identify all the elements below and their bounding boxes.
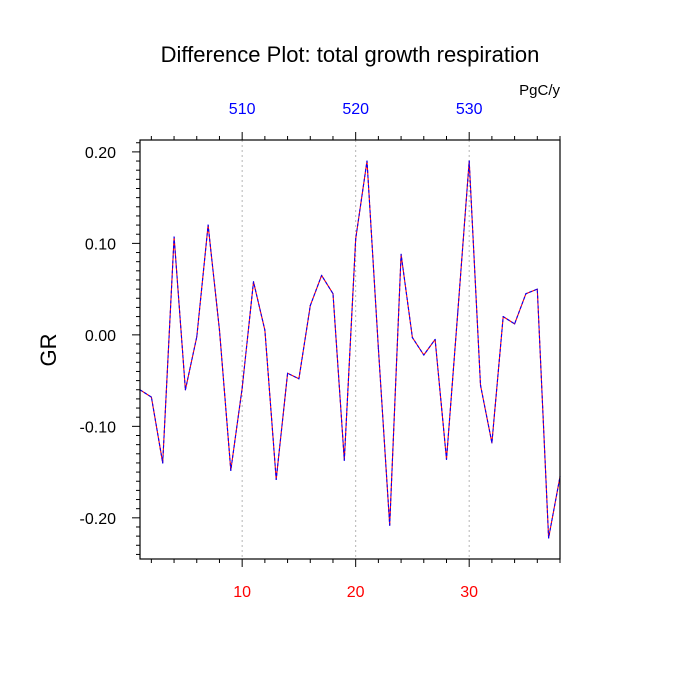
- data-point: [468, 160, 470, 162]
- data-point: [457, 311, 459, 313]
- data-point: [196, 336, 198, 338]
- y-tick-label: 0.20: [85, 145, 116, 162]
- data-point: [411, 337, 414, 339]
- data-point: [264, 329, 266, 331]
- data-point: [548, 537, 550, 539]
- data-point: [355, 238, 357, 240]
- x-tick-label-bottom: 30: [460, 584, 478, 601]
- y-tick-label: 0.00: [85, 328, 116, 345]
- data-point: [252, 281, 255, 283]
- data-point: [389, 524, 391, 526]
- series-line-overlay: [139, 160, 561, 539]
- data-point: [366, 160, 368, 162]
- data-point: [150, 396, 152, 398]
- data-point: [309, 304, 311, 307]
- data-point: [400, 253, 402, 255]
- data-point: [479, 384, 482, 386]
- data-point: [343, 459, 345, 461]
- data-point: [241, 387, 243, 389]
- data-point: [434, 338, 436, 341]
- data-point: [321, 274, 323, 276]
- data-point: [536, 288, 538, 290]
- data-point: [491, 442, 493, 444]
- data-point: [423, 354, 425, 356]
- data-point: [184, 389, 187, 391]
- grid-layer: [241, 140, 470, 559]
- data-point: [332, 293, 334, 295]
- data-point: [298, 378, 300, 380]
- data-point: [445, 458, 448, 460]
- y-tick-label: -0.10: [80, 419, 117, 436]
- data-point: [525, 293, 527, 295]
- x-tick-label-top: 520: [342, 101, 369, 118]
- y-tick-label: 0.10: [85, 236, 116, 253]
- axes-layer: [139, 139, 561, 560]
- tick-label-layer: 0.20 0.10 0.00 -0.10 -0.20 10 20 30 510 520 530: [80, 101, 483, 601]
- data-point: [207, 224, 209, 226]
- data-point: [275, 478, 277, 481]
- x-tick-label-top: 510: [229, 101, 256, 118]
- data-point: [502, 315, 504, 318]
- units-label: PgC/y: [519, 82, 560, 99]
- data-point: [173, 236, 175, 238]
- data-point: [218, 329, 221, 331]
- data-point: [513, 323, 516, 325]
- series-layer: [139, 160, 561, 539]
- data-point: [230, 469, 232, 471]
- x-tick-label-bottom: 20: [347, 584, 365, 601]
- data-point: [162, 462, 164, 464]
- data-point: [377, 347, 379, 350]
- x-tick-label-bottom: 10: [233, 584, 251, 601]
- plot-frame: [139, 139, 561, 560]
- chart-title: Difference Plot: total growth respiratio…: [161, 42, 540, 67]
- x-tick-label-top: 530: [456, 101, 483, 118]
- y-axis-label: GR: [36, 334, 61, 367]
- tick-layer: [132, 132, 561, 567]
- y-tick-label: -0.20: [80, 511, 117, 528]
- data-point: [286, 372, 289, 374]
